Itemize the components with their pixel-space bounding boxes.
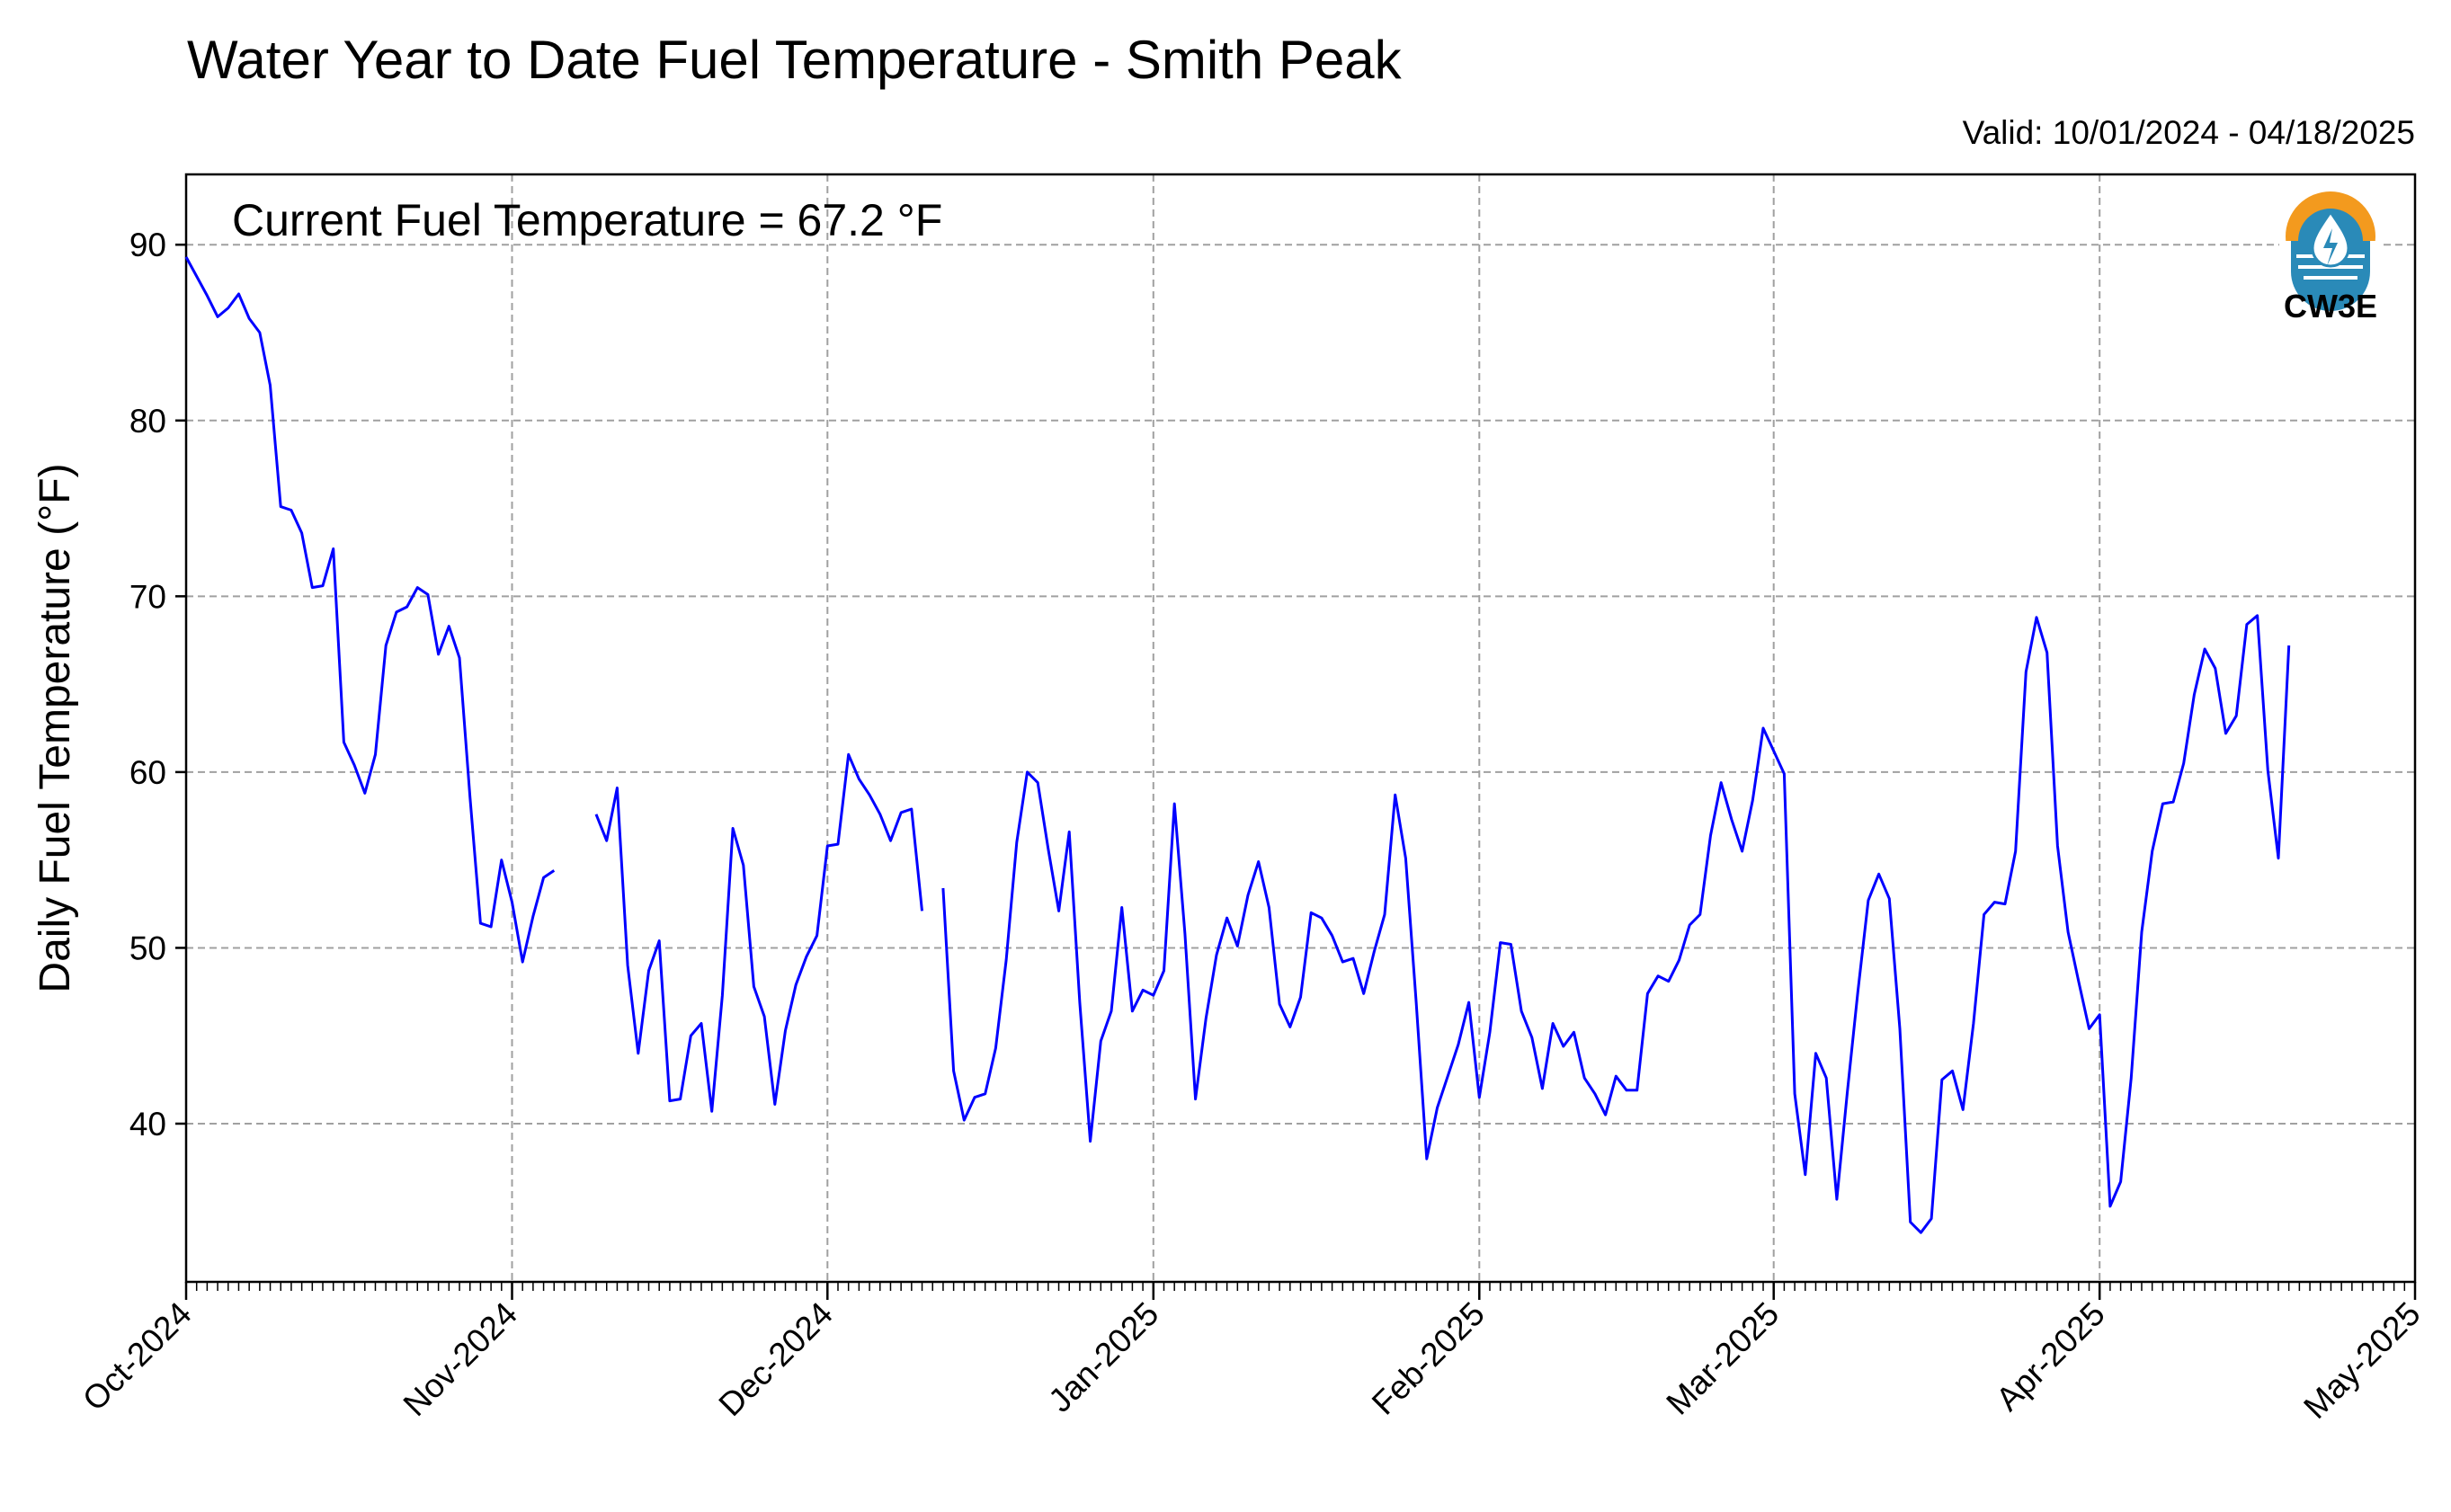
logo-text: CW3E <box>2284 288 2377 325</box>
fuel-temperature-line-segment <box>941 614 2291 1234</box>
x-tick-label: Nov-2024 <box>397 1295 524 1423</box>
chart-title: Water Year to Date Fuel Temperature - Sm… <box>187 30 1403 90</box>
y-tick-label: 80 <box>129 403 166 440</box>
x-tick-label: Oct-2024 <box>76 1295 199 1419</box>
cw3e-logo: CW3E <box>2279 191 2382 325</box>
fuel-temperature-line-segment <box>594 752 923 1113</box>
x-tick-label: May-2025 <box>2296 1295 2427 1426</box>
water-drop-sun-icon <box>2279 191 2382 311</box>
x-tick-label: Jan-2025 <box>1041 1295 1165 1419</box>
x-tick-label: Apr-2025 <box>1989 1295 2112 1419</box>
y-tick-label: 90 <box>129 227 166 263</box>
current-value-annotation: Current Fuel Temperature = 67.2 °F <box>232 195 942 245</box>
y-tick-label: 70 <box>129 578 166 615</box>
y-axis-ticks: 40 50 60 70 80 90 <box>129 227 186 1143</box>
x-tick-label: Dec-2024 <box>712 1295 840 1423</box>
plot-area-frame <box>184 173 2417 1284</box>
x-tick-label: Feb-2025 <box>1365 1295 1492 1422</box>
x-axis-ticks: Oct-2024 Nov-2024 Dec-2024 Jan-2025 Feb-2025… <box>76 1282 2428 1426</box>
y-axis-label: Daily Fuel Temperature (°F) <box>31 463 79 992</box>
data-series <box>184 256 2291 1234</box>
fuel-temperature-line-segment <box>184 256 556 964</box>
y-tick-label: 50 <box>129 929 166 966</box>
x-tick-label: Mar-2025 <box>1659 1295 1786 1422</box>
y-tick-label: 60 <box>129 754 166 791</box>
y-tick-label: 40 <box>129 1106 166 1143</box>
gridlines <box>186 174 2415 1282</box>
valid-date-range: Valid: 10/01/2024 - 04/18/2025 <box>1963 114 2415 151</box>
